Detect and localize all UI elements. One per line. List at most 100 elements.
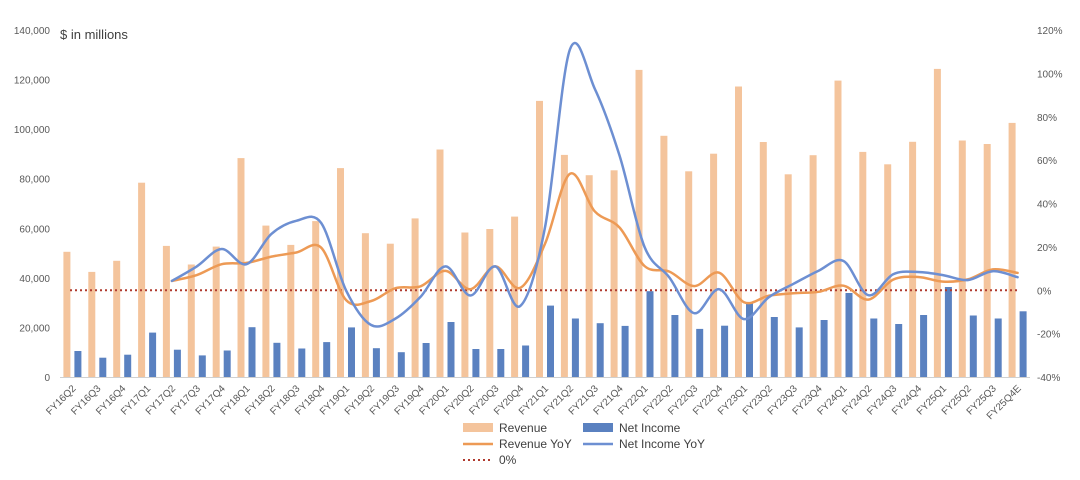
revenue-bar	[162, 245, 170, 377]
left-axis: 0 20,000 40,000 60,000 80,000 100,000 120,000 1…	[14, 26, 51, 384]
net-income-bar	[173, 349, 181, 377]
revenue-bar	[486, 229, 494, 377]
legend: Revenue Net Income Revenue YoY Net Income Y…	[463, 421, 705, 467]
legend-revenue-yoy-label: Revenue YoY	[499, 437, 572, 451]
revenue-bar	[710, 153, 718, 377]
legend-net-income-swatch	[583, 423, 613, 432]
legend-zero-label: 0%	[499, 453, 517, 467]
unit-label: $ in millions	[60, 27, 128, 42]
net-income-bar	[1019, 311, 1027, 377]
revenue-bar	[585, 175, 593, 377]
right-tick-label: -20%	[1037, 330, 1060, 341]
legend-revenue-swatch	[463, 423, 493, 432]
net-income-bar	[547, 305, 554, 377]
net-income-bar	[372, 348, 380, 377]
net-income-bar	[870, 318, 878, 377]
revenue-bar	[635, 69, 643, 378]
net-income-bar	[74, 351, 82, 377]
left-tick-label: 140,000	[14, 26, 51, 37]
legend-net-income-label: Net Income	[619, 421, 681, 435]
revenue-bar	[610, 170, 618, 377]
revenue-bar	[436, 149, 444, 377]
revenue-yoy-line	[170, 172, 1019, 307]
net-income-bar	[447, 322, 455, 377]
revenue-bar	[63, 251, 71, 377]
revenue-bar	[958, 140, 966, 377]
right-tick-label: 120%	[1037, 26, 1063, 37]
net-income-bar	[497, 349, 505, 377]
revenue-bar	[361, 233, 369, 377]
revenue-bar	[560, 154, 568, 377]
line-layer	[170, 41, 1019, 328]
revenue-bar	[1008, 122, 1016, 378]
net-income-bar	[646, 291, 654, 377]
net-income-bar	[298, 348, 306, 377]
net-income-bar	[621, 325, 629, 377]
revenue-bar	[138, 182, 146, 377]
net-income-bar	[99, 357, 107, 377]
right-tick-label: 20%	[1037, 243, 1057, 254]
revenue-bar	[660, 135, 668, 377]
revenue-bar	[784, 174, 792, 377]
net-income-bar	[571, 318, 579, 377]
revenue-bar	[859, 151, 867, 377]
revenue-bar	[88, 271, 96, 377]
net-income-bar	[149, 332, 157, 377]
legend-revenue-label: Revenue	[499, 421, 547, 435]
net-income-bar	[969, 315, 977, 377]
net-income-bar	[124, 354, 132, 377]
revenue-bar	[983, 144, 991, 377]
net-income-bar	[994, 318, 1002, 377]
left-tick-label: 0	[44, 373, 50, 384]
revenue-bar	[909, 141, 917, 377]
revenue-bar	[212, 246, 220, 377]
revenue-bar	[237, 158, 245, 377]
revenue-bar	[735, 86, 742, 377]
net-income-bar	[397, 352, 405, 377]
net-income-bar	[944, 287, 952, 377]
net-income-bar	[248, 327, 256, 377]
net-income-bar	[920, 315, 928, 377]
revenue-bar	[113, 260, 121, 377]
revenue-bar	[809, 155, 817, 377]
left-tick-label: 40,000	[19, 274, 50, 285]
net-income-bar	[746, 302, 753, 377]
net-income-yoy-line	[170, 41, 1019, 328]
revenue-bar	[933, 68, 941, 378]
net-income-bar	[323, 342, 331, 377]
net-income-bar	[721, 325, 729, 377]
left-tick-label: 120,000	[14, 76, 51, 87]
revenue-bar	[411, 218, 419, 377]
net-income-bar	[795, 327, 803, 377]
right-tick-label: -40%	[1037, 373, 1060, 384]
left-tick-label: 20,000	[19, 323, 50, 334]
net-income-bar	[696, 328, 704, 377]
net-income-bar	[273, 342, 281, 377]
net-income-bar	[223, 350, 231, 377]
legend-net-income-yoy-label: Net Income YoY	[619, 437, 705, 451]
right-axis: -40% -20% 0% 20% 40% 60% 80% 100% 120%	[1037, 26, 1063, 384]
revenue-bar	[386, 243, 394, 377]
revenue-bar	[884, 164, 892, 377]
revenue-bar	[287, 244, 295, 377]
net-income-bar	[472, 349, 480, 377]
revenue-bar	[536, 100, 543, 378]
net-income-bar	[671, 315, 679, 377]
right-tick-label: 60%	[1037, 156, 1057, 167]
left-tick-label: 100,000	[14, 125, 51, 136]
bar-layer	[63, 68, 1027, 378]
net-income-bar	[845, 293, 853, 377]
net-income-bar	[198, 355, 206, 377]
revenue-bar	[187, 264, 195, 377]
net-income-bar	[422, 343, 430, 377]
revenue-bar	[461, 232, 469, 377]
left-tick-label: 60,000	[19, 224, 50, 235]
revenue-bar	[262, 225, 270, 377]
right-tick-label: 0%	[1037, 286, 1052, 297]
right-tick-label: 40%	[1037, 200, 1057, 211]
revenue-bar	[685, 171, 693, 377]
net-income-bar	[770, 317, 778, 377]
revenue-bar	[759, 142, 767, 377]
